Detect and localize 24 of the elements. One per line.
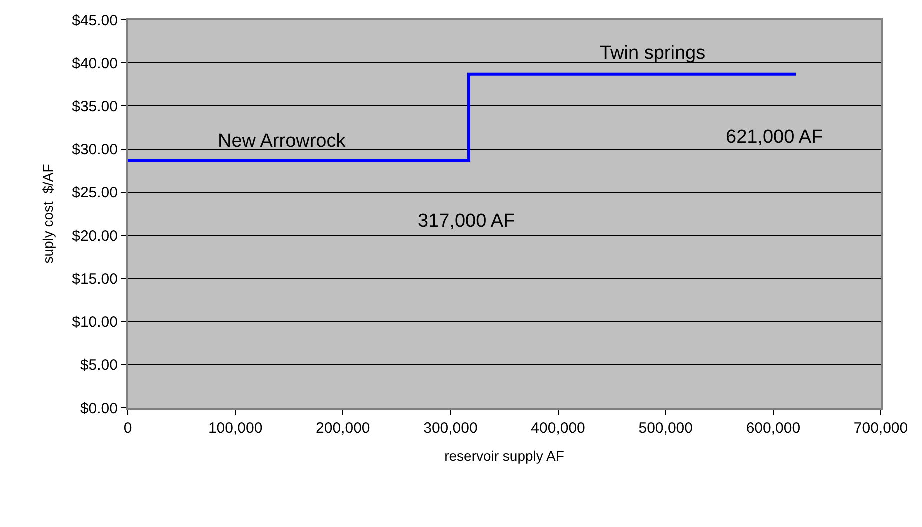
y-tick-label: $0.00 xyxy=(80,400,118,418)
y-tick-label: $45.00 xyxy=(72,12,118,30)
y-tick-label: $10.00 xyxy=(72,314,118,332)
x-tick-label: 200,000 xyxy=(316,420,370,437)
y-tick-label: $15.00 xyxy=(72,270,118,288)
y-tick-label: $5.00 xyxy=(80,357,118,374)
annotation: New Arrowrock xyxy=(218,131,346,152)
x-axis-title: reservoir supply AF xyxy=(444,448,564,464)
y-tick-label: $25.00 xyxy=(72,184,118,202)
y-tick-label: $35.00 xyxy=(72,98,118,116)
annotation: 317,000 AF xyxy=(418,211,516,232)
y-axis-title: suply cost $/AF xyxy=(40,164,56,264)
x-tick-label: 600,000 xyxy=(746,420,801,437)
x-tick-label: 100,000 xyxy=(208,420,263,437)
annotation: Twin springs xyxy=(600,43,706,64)
x-tick-label: 300,000 xyxy=(424,420,478,437)
x-tick-label: 500,000 xyxy=(638,420,693,437)
y-tick-label: $20.00 xyxy=(72,228,118,245)
annotation: 621,000 AF xyxy=(726,127,824,148)
x-tick-label: 400,000 xyxy=(531,420,586,437)
x-tick-label: 0 xyxy=(124,420,132,437)
x-tick-label: 700,000 xyxy=(854,420,908,437)
y-tick-label: $30.00 xyxy=(72,142,118,159)
y-tick-label: $40.00 xyxy=(72,55,118,72)
